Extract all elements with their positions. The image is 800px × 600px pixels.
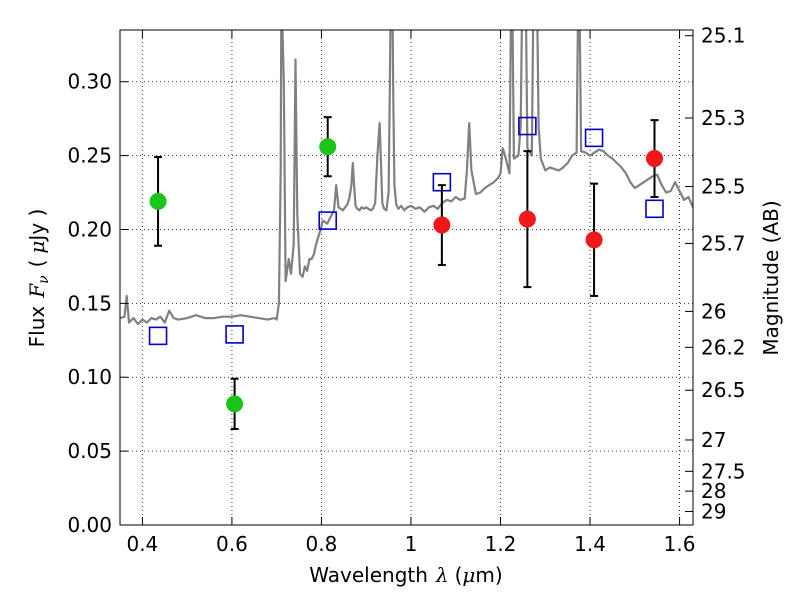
spectrum: [120, 30, 693, 326]
x-axis-label-units-mu: μ: [462, 563, 475, 587]
x-axis-label-symbol: λ: [435, 563, 449, 587]
x-tick-label: 1.2: [485, 532, 517, 556]
y-axis-label-units-mu: μ: [25, 241, 49, 254]
y-tick-label: 0.20: [67, 217, 112, 241]
mag-tick-label: 25.7: [701, 231, 746, 255]
axes: 0.4 0.6 0.8 1 1.2 1.4 1.6 0.00 0.05 0.10 0.15 0.20 0…: [67, 24, 745, 556]
plot-background: [120, 30, 693, 525]
data-point: [518, 210, 536, 228]
y-tick-label: 0.10: [67, 365, 112, 389]
x-tick-label: 0.8: [306, 532, 338, 556]
data-point: [646, 150, 664, 168]
x-axis-label-units-close: m): [475, 563, 502, 587]
y-tick-label: 0.00: [67, 513, 112, 537]
spectrum-line: [120, 30, 693, 326]
mag-tick-label: 26: [701, 299, 726, 323]
y-axis-label-subscript: ν: [36, 275, 52, 284]
y-tick-label: 0.05: [67, 439, 112, 463]
y-axis-label-units-close: Jy ): [25, 209, 49, 243]
marks: [148, 116, 664, 430]
mag-tick-label: 25.1: [701, 24, 746, 48]
model-square: [584, 128, 604, 148]
data-point: [149, 192, 167, 210]
plot-frame: [119, 29, 694, 526]
mag-tick-label: 25.5: [701, 174, 746, 198]
y-tick-label: 0.30: [67, 70, 112, 94]
x-tick-label: 0.4: [126, 532, 158, 556]
mag-tick-label: 26.2: [701, 335, 746, 359]
mag-tick-label: 29: [701, 500, 726, 524]
data-point: [226, 395, 244, 413]
x-tick-label: 1.4: [574, 532, 606, 556]
y-axis-label: Flux Fν ( μJy ): [25, 209, 52, 348]
y-axis-label-prefix: Flux: [25, 306, 49, 348]
y-tick-label: 0.15: [67, 291, 112, 315]
y-axis-label-symbol: F: [25, 283, 49, 299]
model-square: [225, 325, 244, 344]
model-square: [645, 199, 664, 219]
mag-tick-label: 26.5: [701, 378, 746, 402]
data-point: [585, 231, 603, 249]
mag-tick-label: 28: [701, 479, 726, 503]
x-axis-label: Wavelength λ (μm): [309, 563, 502, 587]
x-tick-label: 0.6: [216, 532, 248, 556]
x-axis-label-units-open: (: [455, 563, 463, 587]
y2-axis-label: Magnitude (AB): [759, 200, 783, 355]
x-tick-label: 1.6: [664, 532, 696, 556]
data-point: [319, 138, 337, 156]
model-square: [318, 211, 338, 230]
x-axis-label-prefix: Wavelength: [309, 563, 428, 587]
model-square: [148, 326, 168, 346]
mag-tick-label: 27.5: [701, 459, 746, 483]
y-tick-label: 0.25: [67, 144, 112, 168]
grid: [120, 30, 693, 526]
y-axis-label-units-open: (: [25, 260, 49, 268]
mag-tick-label: 27: [701, 428, 726, 452]
x-tick-label: 1: [405, 532, 418, 556]
mag-tick-label: 25.3: [701, 106, 746, 130]
data-point: [433, 216, 451, 234]
model-square: [518, 116, 537, 136]
